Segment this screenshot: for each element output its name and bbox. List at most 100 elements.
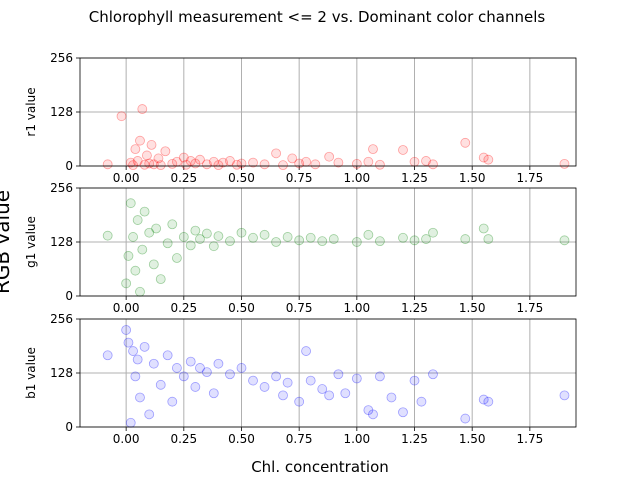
scatter-point: [208, 241, 219, 252]
scatter-point: [428, 369, 438, 380]
scatter-point: [375, 159, 385, 170]
rgb-value-label: RGB value: [0, 190, 14, 294]
scatter-point: [125, 417, 136, 428]
x-tick-label: 1.00: [343, 432, 370, 446]
scatter-point: [460, 234, 471, 244]
scatter-point: [144, 409, 155, 420]
x-tick-label: 0.75: [286, 171, 313, 185]
scatter-point: [125, 157, 136, 168]
scatter-point: [333, 369, 344, 380]
scatter-point: [421, 234, 431, 244]
subplot-2: 0.00 0.25 0.50 0.75 1.00 1.25 1.50 1.75 0 128 256 g…: [24, 181, 577, 315]
scatter-point: [351, 237, 362, 247]
scatter-point: [146, 140, 157, 150]
scatter-point: [317, 384, 328, 394]
scatter-point: [368, 144, 378, 155]
x-tick-label: 0.75: [286, 301, 313, 315]
scatter-point: [137, 104, 148, 114]
scatter-point: [185, 156, 196, 166]
scatter-point: [225, 236, 235, 247]
scatter-point: [155, 274, 166, 285]
x-tick-label: 1.00: [343, 301, 370, 315]
scatter-point: [483, 154, 494, 165]
scatter-point: [305, 375, 316, 386]
scatter-point: [248, 157, 258, 168]
scatter-point: [559, 235, 570, 246]
x-tick-label: 1.75: [517, 432, 544, 446]
scatter-point: [225, 156, 235, 166]
scatter-point: [398, 232, 408, 243]
y-tick-label: 256: [50, 312, 73, 326]
scatter-point: [460, 137, 471, 148]
scatter-point: [121, 278, 132, 289]
x-tick-label: 0.00: [113, 432, 140, 446]
scatter-point: [386, 392, 397, 403]
scatter-point: [171, 253, 182, 263]
scatter-point: [148, 159, 159, 170]
scatter-point: [282, 377, 293, 388]
scatter-point: [128, 346, 138, 356]
figure-title: Chlorophyll measurement <= 2 vs. Dominan…: [89, 8, 546, 26]
scatter-point: [333, 157, 344, 168]
scatter-point: [135, 286, 145, 297]
scatter-point: [398, 145, 408, 155]
y-tick-label: 0: [65, 289, 73, 303]
x-tick-label: 1.50: [459, 171, 486, 185]
scatter-point: [132, 354, 143, 365]
scatter-point: [213, 231, 224, 241]
scatter-point: [409, 156, 420, 167]
x-tick-label: 0.00: [113, 301, 140, 315]
scatter-point: [363, 405, 374, 416]
scatter-point: [294, 396, 305, 407]
scatter-point: [160, 146, 171, 157]
scatter-point: [132, 156, 143, 166]
x-tick-label: 0.50: [228, 432, 255, 446]
scatter-point: [213, 160, 224, 171]
x-tick-label: 1.50: [459, 301, 486, 315]
scatter-point: [428, 227, 438, 238]
scatter-point: [278, 160, 288, 171]
scatter-point: [271, 237, 281, 247]
scatter-point: [155, 379, 166, 390]
scatter-point: [153, 153, 164, 164]
scatter-point: [409, 375, 420, 386]
scatter-point: [116, 111, 127, 122]
y-tick-label: 128: [50, 235, 73, 249]
scatter-point: [478, 394, 489, 405]
scatter-point: [294, 235, 305, 246]
x-axis-label: Chl. concentration: [251, 458, 389, 476]
scatter-point: [128, 160, 138, 171]
y-tick-label: 0: [65, 159, 73, 173]
scatter-point: [478, 223, 489, 234]
scatter-point: [162, 238, 173, 249]
x-tick-label: 0.25: [170, 432, 197, 446]
scatter-point: [421, 156, 431, 166]
scatter-point: [130, 371, 141, 382]
scatter-point: [201, 228, 212, 239]
scatter-point: [130, 144, 141, 155]
scatter-point: [139, 206, 150, 217]
x-tick-label: 1.25: [401, 171, 428, 185]
x-tick-label: 0.50: [228, 301, 255, 315]
scatter-point: [236, 363, 247, 373]
scatter-point: [139, 341, 150, 352]
scatter-point: [130, 265, 141, 276]
scatter-point: [132, 215, 143, 225]
subplots: 0.00 0.25 0.50 0.75 1.00 1.25 1.50 1.75 0 128 256 r…: [24, 51, 577, 446]
x-tick-label: 1.75: [517, 171, 544, 185]
scatter-point: [218, 157, 228, 168]
scatter-point: [351, 373, 362, 384]
axes-frame: [79, 318, 577, 428]
scatter-point: [340, 388, 351, 399]
scatter-point: [271, 371, 281, 382]
axes-frame: [79, 57, 577, 167]
scatter-point: [409, 235, 420, 246]
scatter-point: [190, 225, 201, 236]
y-tick-label: 0: [65, 420, 73, 434]
scatter-point: [125, 198, 136, 209]
scatter-point: [195, 154, 205, 165]
scatter-point: [483, 234, 494, 244]
scatter-point: [144, 227, 155, 238]
scatter-point: [248, 232, 258, 243]
